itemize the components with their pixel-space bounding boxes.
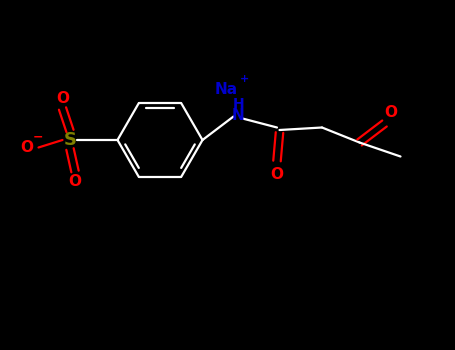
Text: S: S [64, 131, 76, 149]
Text: Na: Na [214, 83, 238, 98]
Text: O: O [56, 91, 69, 106]
Text: O: O [384, 105, 398, 120]
Text: O: O [69, 174, 81, 189]
Text: H: H [233, 97, 244, 111]
Text: −: − [33, 130, 43, 143]
Text: O: O [271, 168, 283, 182]
Text: +: + [240, 74, 250, 84]
Text: N: N [232, 107, 245, 122]
Text: O: O [20, 140, 34, 155]
